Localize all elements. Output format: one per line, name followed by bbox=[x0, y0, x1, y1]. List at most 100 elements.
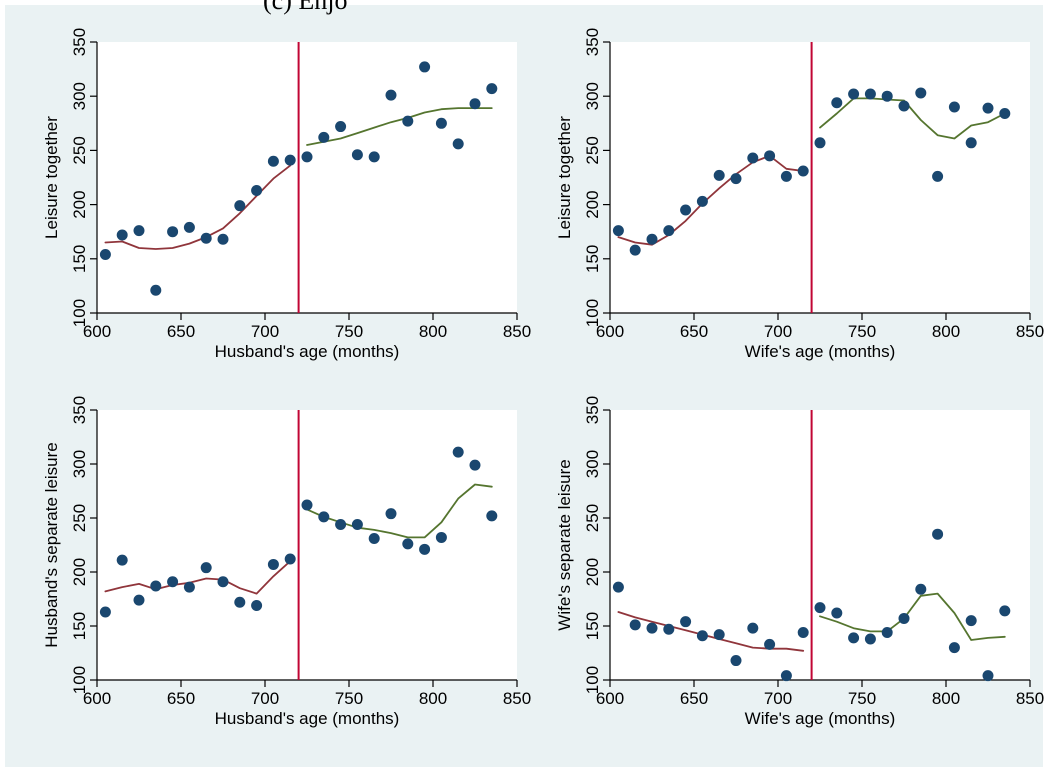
data-point bbox=[251, 185, 263, 197]
data-point bbox=[864, 633, 876, 645]
fit-line-after-cutoff bbox=[306, 107, 493, 146]
x-axis-title: Husband's age (months) bbox=[215, 342, 400, 361]
fit-line-before-cutoff bbox=[104, 560, 292, 595]
x-tick-label: 700 bbox=[251, 322, 279, 341]
data-point bbox=[486, 83, 498, 95]
x-axis-title: Husband's age (months) bbox=[215, 709, 400, 728]
data-point bbox=[435, 531, 447, 543]
data-point bbox=[612, 581, 624, 593]
data-point bbox=[680, 616, 692, 628]
data-point bbox=[267, 558, 279, 570]
data-point bbox=[848, 88, 860, 100]
x-axis-title: Wife's age (months) bbox=[745, 342, 896, 361]
data-point bbox=[99, 606, 111, 618]
data-point bbox=[965, 137, 977, 149]
data-point bbox=[713, 629, 725, 641]
data-point bbox=[200, 232, 212, 244]
data-point bbox=[646, 622, 658, 634]
y-tick-label: 200 bbox=[583, 190, 602, 218]
x-tick-label: 750 bbox=[848, 689, 876, 708]
data-point bbox=[814, 137, 826, 149]
data-point bbox=[469, 459, 481, 471]
x-tick-label: 800 bbox=[932, 689, 960, 708]
x-tick-label: 600 bbox=[83, 689, 111, 708]
y-tick-label: 150 bbox=[70, 245, 89, 273]
plot-area bbox=[97, 42, 517, 313]
y-axis-title: Leisure together bbox=[42, 116, 61, 239]
data-point bbox=[696, 630, 708, 642]
x-tick-label: 600 bbox=[596, 322, 624, 341]
data-point bbox=[318, 511, 330, 523]
plot-area bbox=[610, 42, 1030, 313]
plot-area bbox=[610, 410, 1030, 680]
data-point bbox=[301, 151, 313, 163]
data-point bbox=[999, 605, 1011, 617]
data-point bbox=[183, 221, 195, 233]
data-point bbox=[780, 170, 792, 182]
data-point bbox=[217, 233, 229, 245]
y-tick-label: 350 bbox=[70, 28, 89, 56]
data-point bbox=[814, 602, 826, 614]
data-point bbox=[663, 623, 675, 635]
y-tick-label: 300 bbox=[70, 450, 89, 478]
data-point bbox=[368, 533, 380, 545]
data-point bbox=[663, 225, 675, 237]
x-tick-label: 600 bbox=[596, 689, 624, 708]
x-tick-label: 850 bbox=[503, 322, 531, 341]
y-tick-label: 300 bbox=[583, 82, 602, 110]
y-tick-label: 100 bbox=[70, 666, 89, 694]
x-axis-title: Wife's age (months) bbox=[745, 709, 896, 728]
data-point bbox=[831, 607, 843, 619]
y-tick-label: 350 bbox=[70, 396, 89, 424]
data-point bbox=[234, 596, 246, 608]
data-point bbox=[368, 151, 380, 163]
x-tick-label: 800 bbox=[419, 689, 447, 708]
data-point bbox=[200, 562, 212, 574]
data-point bbox=[965, 615, 977, 627]
header-fragment: (c) Enjo bbox=[263, 0, 347, 15]
data-point bbox=[116, 229, 128, 241]
plot-area bbox=[97, 410, 517, 680]
data-point bbox=[764, 150, 776, 162]
data-point bbox=[831, 97, 843, 109]
data-point bbox=[402, 538, 414, 550]
y-tick-label: 100 bbox=[583, 666, 602, 694]
y-tick-label: 200 bbox=[70, 190, 89, 218]
data-point bbox=[629, 244, 641, 256]
data-point bbox=[351, 518, 363, 530]
y-tick-label: 300 bbox=[70, 82, 89, 110]
y-axis-title: Husband's separate leisure bbox=[42, 442, 61, 647]
data-point bbox=[999, 108, 1011, 120]
data-point bbox=[612, 225, 624, 237]
y-tick-label: 100 bbox=[70, 299, 89, 327]
data-point bbox=[318, 131, 330, 143]
data-point bbox=[116, 554, 128, 566]
data-point bbox=[881, 626, 893, 638]
data-point bbox=[848, 632, 860, 644]
data-point bbox=[881, 90, 893, 102]
data-point bbox=[452, 446, 464, 458]
data-point bbox=[730, 655, 742, 667]
data-point bbox=[932, 170, 944, 182]
x-tick-label: 750 bbox=[335, 322, 363, 341]
x-tick-label: 700 bbox=[764, 689, 792, 708]
x-tick-label: 650 bbox=[167, 689, 195, 708]
x-tick-label: 850 bbox=[503, 689, 531, 708]
data-point bbox=[747, 152, 759, 164]
y-tick-label: 150 bbox=[583, 612, 602, 640]
x-tick-label: 750 bbox=[335, 689, 363, 708]
y-axis-title: Wife's separate leisure bbox=[555, 459, 574, 630]
y-tick-label: 350 bbox=[583, 396, 602, 424]
data-point bbox=[915, 87, 927, 99]
data-point bbox=[150, 580, 162, 592]
y-tick-label: 100 bbox=[583, 299, 602, 327]
y-tick-label: 200 bbox=[70, 558, 89, 586]
data-point bbox=[629, 619, 641, 631]
data-point bbox=[898, 100, 910, 112]
data-point bbox=[680, 204, 692, 216]
data-point bbox=[351, 149, 363, 161]
data-point bbox=[898, 612, 910, 624]
data-point bbox=[251, 599, 263, 611]
data-point bbox=[99, 248, 111, 260]
data-point bbox=[267, 155, 279, 167]
